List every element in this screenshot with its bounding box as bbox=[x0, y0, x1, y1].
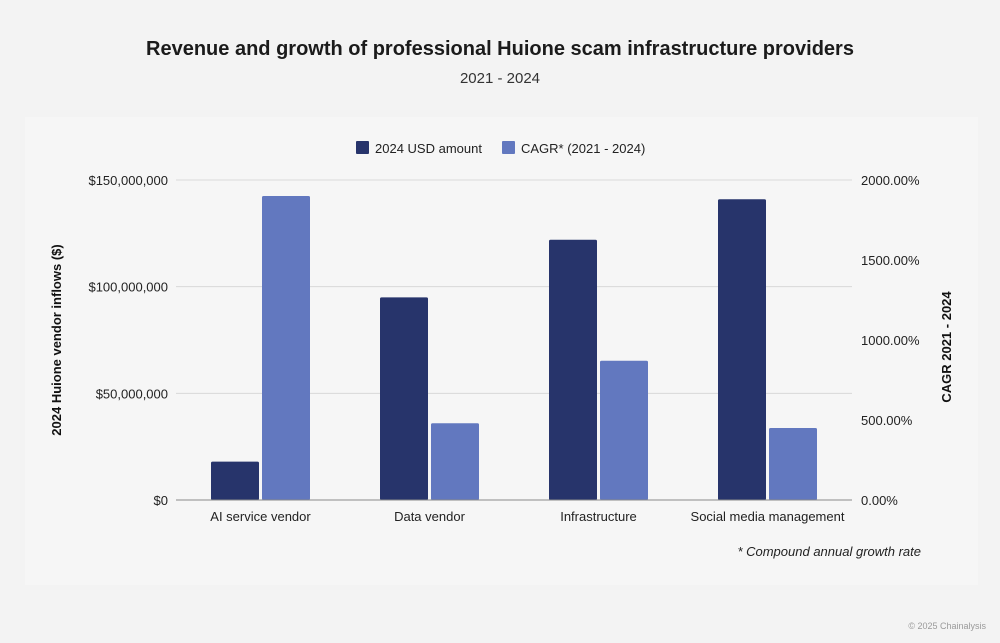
x-tick-label: AI service vendor bbox=[210, 509, 311, 524]
bar-cagr bbox=[262, 196, 310, 500]
y-tick-label-right: 2000.00% bbox=[861, 173, 920, 188]
legend-label-cagr: CAGR* (2021 - 2024) bbox=[521, 141, 645, 156]
bar-usd bbox=[211, 461, 259, 500]
y-tick-label-right: 1500.00% bbox=[861, 253, 920, 268]
x-tick-label: Infrastructure bbox=[560, 509, 637, 524]
legend-label-usd: 2024 USD amount bbox=[375, 141, 482, 156]
y-tick-label-right: 0.00% bbox=[861, 493, 898, 508]
bar-usd bbox=[380, 297, 428, 500]
copyright: © 2025 Chainalysis bbox=[908, 621, 986, 631]
footnote: * Compound annual growth rate bbox=[737, 544, 921, 559]
bar-cagr bbox=[600, 360, 648, 500]
y-axis-title-left: 2024 Huione vendor inflows ($) bbox=[49, 244, 64, 435]
bar-cagr bbox=[431, 423, 479, 500]
y-tick-label-left: $50,000,000 bbox=[96, 386, 168, 401]
x-tick-label: Data vendor bbox=[394, 509, 465, 524]
legend-swatch-usd bbox=[356, 141, 369, 154]
y-tick-label-right: 500.00% bbox=[861, 413, 913, 428]
chart-panel bbox=[25, 117, 978, 585]
y-axis-title-right: CAGR 2021 - 2024 bbox=[939, 291, 954, 403]
y-tick-label-left: $150,000,000 bbox=[88, 173, 168, 188]
bar-usd bbox=[549, 239, 597, 500]
y-tick-label-left: $100,000,000 bbox=[88, 280, 168, 295]
bar-usd bbox=[718, 199, 766, 500]
bar-cagr bbox=[769, 428, 817, 500]
chart-title: Revenue and growth of professional Huion… bbox=[146, 38, 854, 60]
x-tick-label: Social media management bbox=[691, 509, 845, 524]
legend-swatch-cagr bbox=[502, 141, 515, 154]
y-tick-label-right: 1000.00% bbox=[861, 333, 920, 348]
chart-subtitle: 2021 - 2024 bbox=[459, 70, 541, 87]
y-tick-label-left: $0 bbox=[154, 493, 168, 508]
